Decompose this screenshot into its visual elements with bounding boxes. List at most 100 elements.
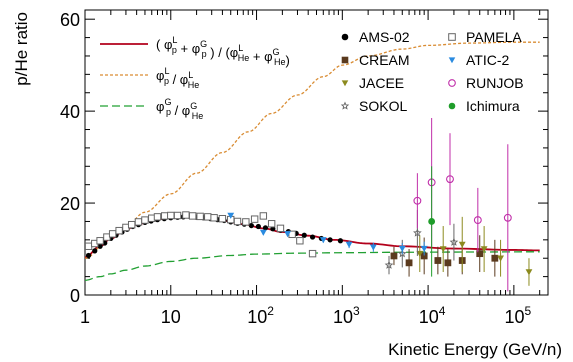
legend-marker: [448, 33, 456, 41]
data-point: [301, 232, 307, 238]
data-point: [369, 244, 377, 251]
legend-marker: [448, 79, 456, 87]
legend-marker: [340, 101, 350, 110]
legend-marker: [448, 102, 456, 110]
data-point: [242, 218, 250, 226]
y-axis-label: p/He ratio: [12, 12, 31, 86]
data-point: [413, 228, 422, 237]
data-point: [420, 245, 428, 252]
data-point: [115, 226, 123, 235]
x-tick-label: 102: [247, 304, 274, 327]
data-point: [449, 237, 459, 246]
data-point: [416, 250, 424, 258]
data-point: [319, 237, 327, 244]
data-point: [473, 216, 482, 225]
data-point: [525, 269, 533, 276]
legend-marker: [448, 57, 456, 64]
data-point: [196, 212, 204, 221]
data-point: [503, 213, 512, 222]
data-point: [108, 230, 117, 238]
data-point: [210, 214, 218, 222]
data-point: [92, 248, 98, 254]
data-point: [85, 252, 92, 259]
data-point: [308, 249, 317, 258]
data-point: [204, 213, 212, 221]
series-atic-2: [227, 212, 428, 256]
data-point: [458, 241, 466, 248]
y-tick-label: 0: [70, 286, 80, 306]
data-point: [188, 212, 197, 220]
data-point: [259, 212, 268, 220]
data-point: [227, 212, 235, 219]
legend-label: ( φL p + φG p ) / (φL He + φG He): [156, 35, 290, 68]
data-point: [218, 214, 227, 223]
model-curve-1: [85, 41, 540, 259]
legend-marker: [341, 80, 349, 87]
data-point: [327, 237, 333, 243]
y-tick-label: 60: [60, 10, 80, 30]
data-point: [491, 254, 499, 262]
data-points: [85, 118, 533, 292]
legend-marker: [341, 56, 349, 64]
data-point: [161, 212, 169, 220]
data-point: [141, 216, 149, 224]
data-point: [233, 217, 242, 226]
data-point: [397, 249, 407, 258]
x-tick-label: 105: [505, 304, 532, 327]
data-point: [153, 213, 162, 221]
data-point: [444, 259, 452, 267]
legend-label: φL p / φL He: [156, 66, 199, 90]
series-jacee: [416, 216, 533, 286]
data-point: [296, 237, 304, 245]
model-curve-2: [85, 251, 540, 281]
data-point: [259, 229, 267, 236]
data-point: [270, 226, 276, 232]
data-point: [97, 243, 103, 249]
legend-marker: [341, 33, 349, 41]
legend-series-label: PAMELA: [466, 29, 522, 45]
y-tick-label: 40: [60, 102, 80, 122]
x-axis-label: Kinetic Energy (GeV/n): [388, 340, 562, 359]
data-point: [446, 175, 454, 184]
data-point: [420, 252, 428, 260]
data-point: [439, 246, 447, 253]
data-point: [134, 218, 143, 226]
data-point: [345, 241, 353, 248]
x-tick-label: 1: [80, 307, 90, 327]
data-point: [85, 242, 93, 250]
data-point: [428, 218, 436, 225]
series-pamela: [85, 211, 317, 258]
data-point: [248, 222, 254, 229]
data-point: [255, 223, 261, 230]
legend-series-label: RUNJOB: [466, 75, 524, 91]
x-tick-label: 10: [161, 307, 181, 327]
legend: ( φL p + φG p ) / (φL He + φG He)φL p / φL He φ…: [100, 29, 524, 121]
data-point: [384, 260, 394, 269]
series-cream: [390, 235, 499, 277]
data-point: [267, 220, 276, 228]
legend-series-label: JACEE: [359, 75, 404, 91]
legend-series-label: Ichimura: [466, 98, 520, 114]
data-point: [96, 237, 104, 245]
legend-series-label: CREAM: [359, 52, 410, 68]
data-point: [405, 259, 413, 267]
data-point: [276, 224, 285, 233]
data-point: [182, 211, 190, 219]
data-point: [480, 246, 488, 253]
legend-label: φG p / φG He: [156, 97, 203, 121]
data-point: [250, 215, 259, 223]
data-point: [127, 220, 136, 229]
data-point: [390, 252, 398, 260]
x-tick-label: 104: [419, 304, 446, 327]
legend-series-label: ATIC-2: [466, 52, 510, 68]
x-tick-label: 103: [333, 304, 360, 327]
legend-series-label: AMS-02: [359, 29, 410, 45]
data-point: [262, 225, 269, 231]
data-point: [309, 234, 316, 240]
data-point: [173, 211, 182, 220]
data-point: [337, 238, 344, 244]
data-point: [284, 231, 291, 238]
y-tick-label: 20: [60, 194, 80, 214]
data-point: [413, 196, 422, 205]
